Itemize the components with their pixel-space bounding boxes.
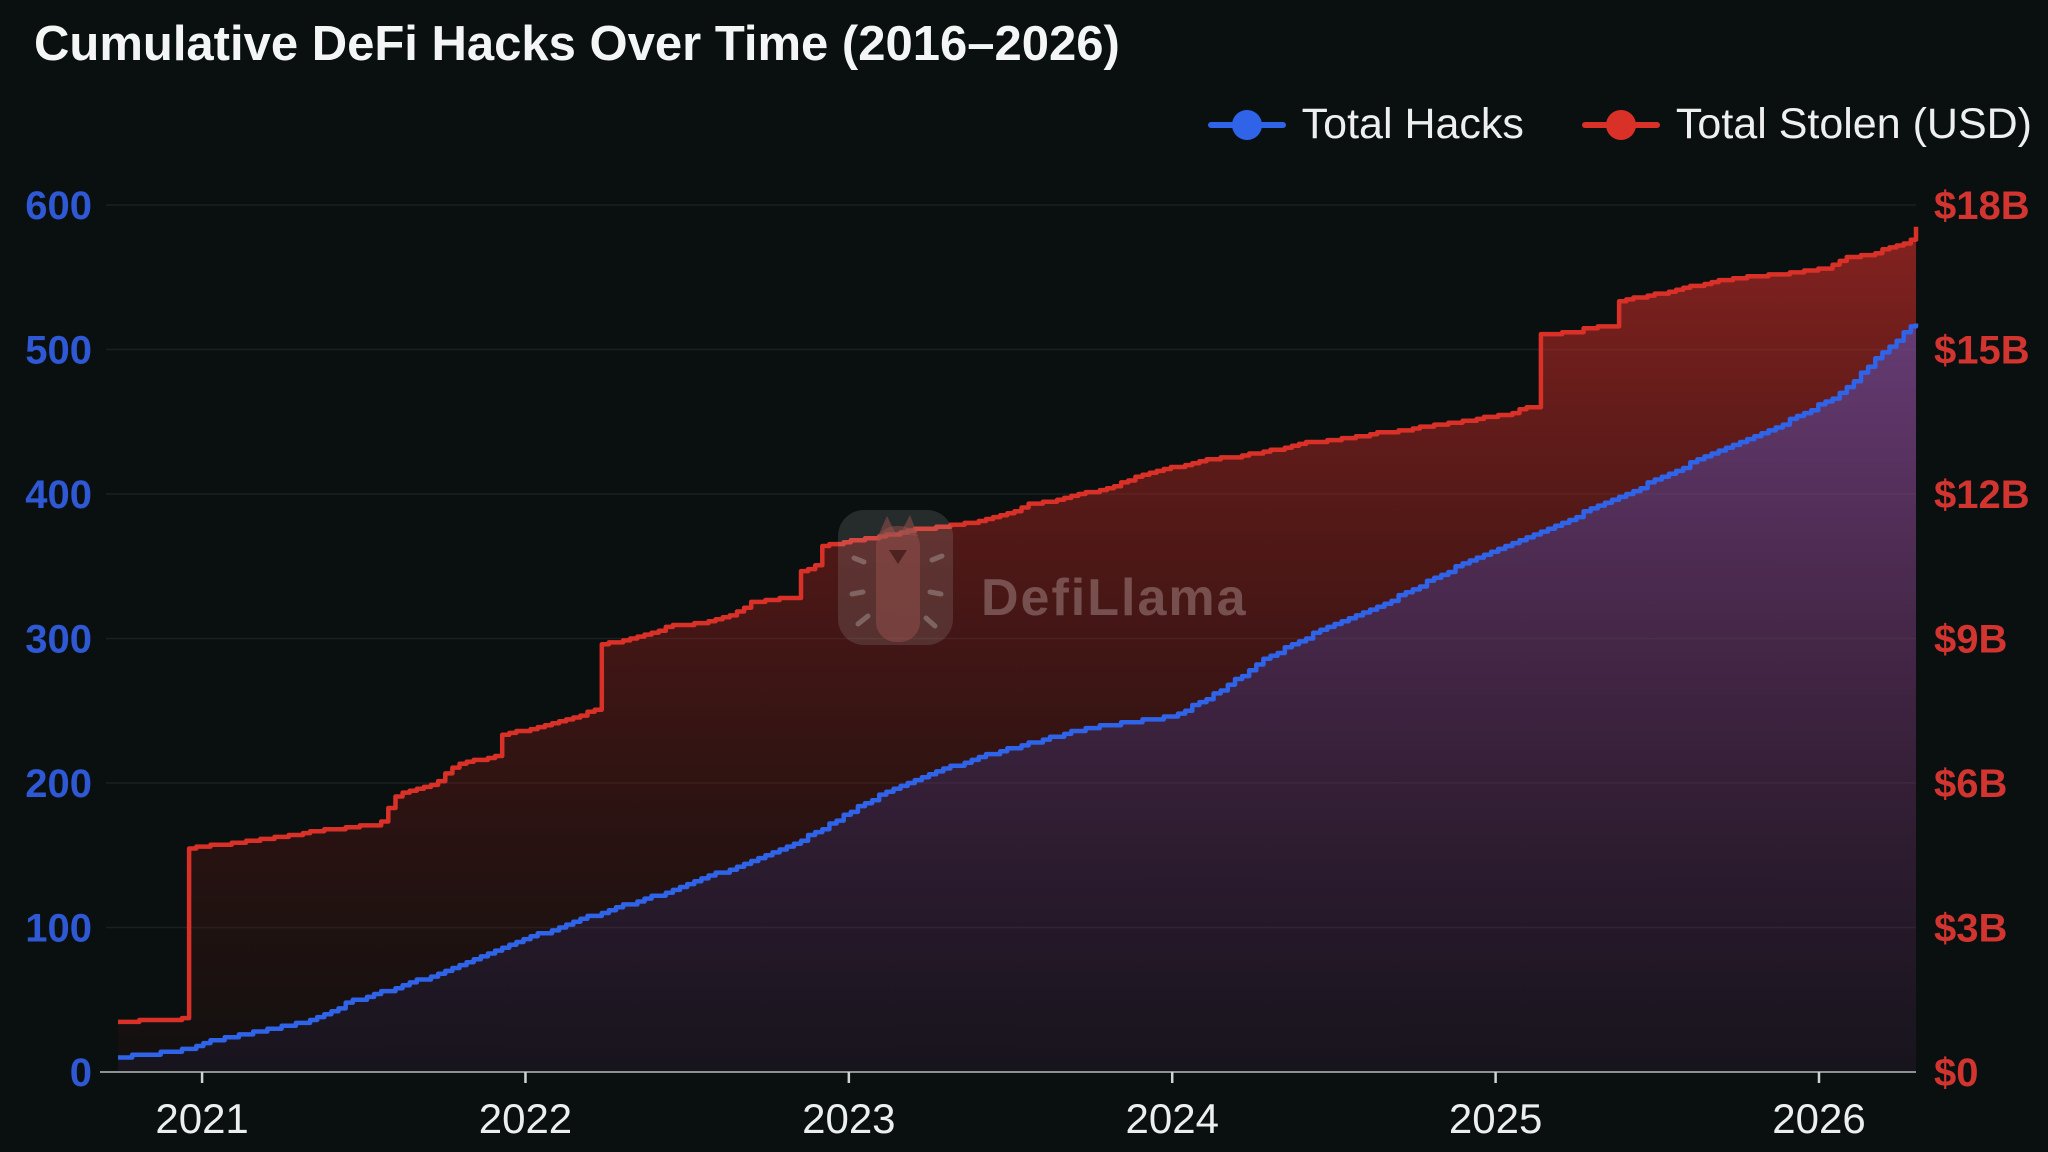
legend-label: Total Stolen (USD) bbox=[1675, 100, 2032, 148]
chart-legend: Total Hacks Total Stolen (USD) bbox=[1207, 100, 2032, 149]
svg-text:2026: 2026 bbox=[1772, 1095, 1865, 1142]
svg-text:100: 100 bbox=[25, 907, 92, 951]
svg-text:$18B: $18B bbox=[1934, 184, 2030, 228]
svg-text:0: 0 bbox=[70, 1051, 92, 1095]
svg-text:2022: 2022 bbox=[479, 1095, 572, 1142]
svg-text:2025: 2025 bbox=[1449, 1095, 1542, 1142]
legend-item-total-hacks[interactable]: Total Hacks bbox=[1207, 100, 1524, 149]
svg-text:$6B: $6B bbox=[1934, 762, 2007, 806]
svg-text:2024: 2024 bbox=[1126, 1095, 1219, 1142]
legend-line-dot-icon bbox=[1207, 109, 1286, 140]
legend-line-dot-icon bbox=[1581, 109, 1660, 140]
svg-text:2021: 2021 bbox=[155, 1095, 248, 1142]
svg-text:$15B: $15B bbox=[1934, 329, 2030, 373]
svg-text:$3B: $3B bbox=[1934, 907, 2007, 951]
svg-text:$12B: $12B bbox=[1934, 473, 2030, 517]
svg-text:$9B: $9B bbox=[1934, 618, 2007, 662]
legend-item-total-stolen[interactable]: Total Stolen (USD) bbox=[1581, 100, 2032, 149]
svg-text:300: 300 bbox=[25, 618, 92, 662]
svg-text:200: 200 bbox=[25, 762, 92, 806]
svg-text:2023: 2023 bbox=[802, 1095, 895, 1142]
legend-label: Total Hacks bbox=[1301, 100, 1524, 148]
svg-text:400: 400 bbox=[25, 473, 92, 517]
svg-text:500: 500 bbox=[25, 329, 92, 373]
svg-text:600: 600 bbox=[25, 184, 92, 228]
svg-text:$0: $0 bbox=[1934, 1051, 1979, 1095]
chart-title: Cumulative DeFi Hacks Over Time (2016–20… bbox=[34, 17, 1120, 71]
